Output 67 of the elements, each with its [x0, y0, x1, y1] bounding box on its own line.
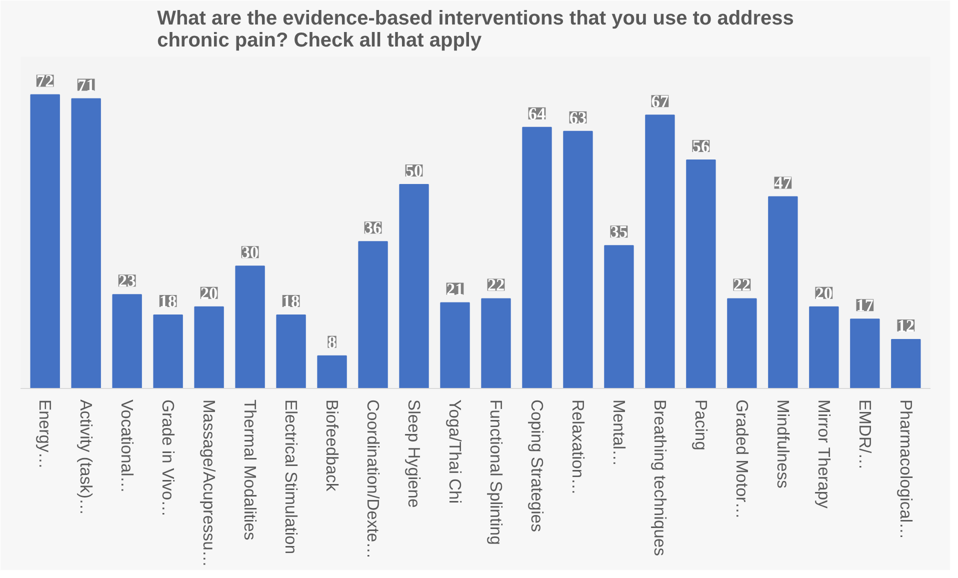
- bar: [153, 314, 183, 388]
- x-tick-label: Activity (task)…: [76, 400, 96, 516]
- data-label: 12: [897, 316, 915, 336]
- bar: [235, 266, 265, 388]
- bar: [440, 302, 470, 388]
- data-label: 17: [856, 296, 874, 316]
- x-tick-label: Biofeedback: [322, 400, 342, 492]
- x-tick-label: Mental…: [609, 400, 628, 466]
- data-label: 63: [569, 108, 587, 128]
- x-tick-label: Energy…: [36, 400, 55, 469]
- data-label: 30: [241, 243, 259, 262]
- data-label: 22: [733, 276, 751, 295]
- bar: [768, 196, 798, 388]
- x-tick-label: Mirror Therapy: [814, 400, 834, 510]
- x-tick-label: Electrical Stimulation: [282, 400, 301, 554]
- bar: [727, 298, 757, 388]
- data-label: 18: [282, 292, 300, 312]
- data-label: 71: [77, 76, 95, 95]
- x-tick-label: Graded Motor…: [732, 400, 752, 519]
- x-tick-label: Pharmacological…: [896, 400, 916, 540]
- x-tick-label: Breathing techniques: [650, 400, 670, 556]
- x-tick-label: Pacing: [691, 400, 710, 450]
- bar: [194, 306, 224, 388]
- data-label: 20: [200, 284, 218, 303]
- x-tick-label: Grade in Vivo…: [158, 400, 178, 517]
- bar: [686, 159, 716, 388]
- data-label: 18: [159, 292, 178, 312]
- bar: [276, 314, 306, 388]
- bar: [850, 318, 880, 388]
- bar: [481, 298, 511, 388]
- data-label: 50: [405, 161, 423, 180]
- x-tick-label: Yoga/Thai Chi: [446, 400, 465, 504]
- bar: [399, 184, 429, 388]
- bar: [604, 245, 634, 388]
- data-label: 64: [528, 104, 546, 124]
- bar: [317, 355, 347, 388]
- x-tick-label: Functional Splinting: [486, 400, 506, 545]
- data-label: 35: [610, 222, 628, 242]
- bar: [809, 306, 839, 388]
- x-tick-label: EMDR/…: [855, 400, 874, 470]
- chart-title: What are the evidence-based interventions that you use to address chronic pain? Check all that apply: [157, 8, 794, 52]
- x-tick-label: Sleep Hygiene: [404, 400, 424, 508]
- data-label: 56: [692, 136, 710, 156]
- x-tick-label: Mindfulness: [773, 400, 792, 488]
- x-tick-label: Relaxation…: [568, 400, 588, 495]
- data-label: 21: [446, 280, 464, 299]
- data-label: 8: [328, 332, 337, 352]
- bar: [891, 339, 921, 388]
- x-tick-label: Coping Strategies: [527, 400, 546, 532]
- data-label: 22: [487, 276, 505, 295]
- x-tick-label: Massage/Acupressu…: [200, 400, 219, 568]
- data-label: 23: [118, 272, 136, 291]
- data-label: 47: [774, 174, 792, 193]
- bar: [30, 94, 60, 388]
- x-tick-label: Thermal Modalities: [240, 400, 260, 540]
- bar: [645, 114, 675, 388]
- x-tick-label: Coordination/Dexte…: [364, 400, 383, 559]
- bar: [358, 241, 388, 388]
- bar: [112, 294, 142, 388]
- data-label: 36: [364, 218, 382, 238]
- data-label: 20: [815, 284, 833, 303]
- bar: [522, 126, 552, 388]
- bar: [563, 130, 593, 388]
- bar: [71, 98, 101, 388]
- data-label: 67: [651, 92, 669, 112]
- data-label: 72: [36, 72, 54, 91]
- x-tick-label: Vocational…: [118, 400, 137, 494]
